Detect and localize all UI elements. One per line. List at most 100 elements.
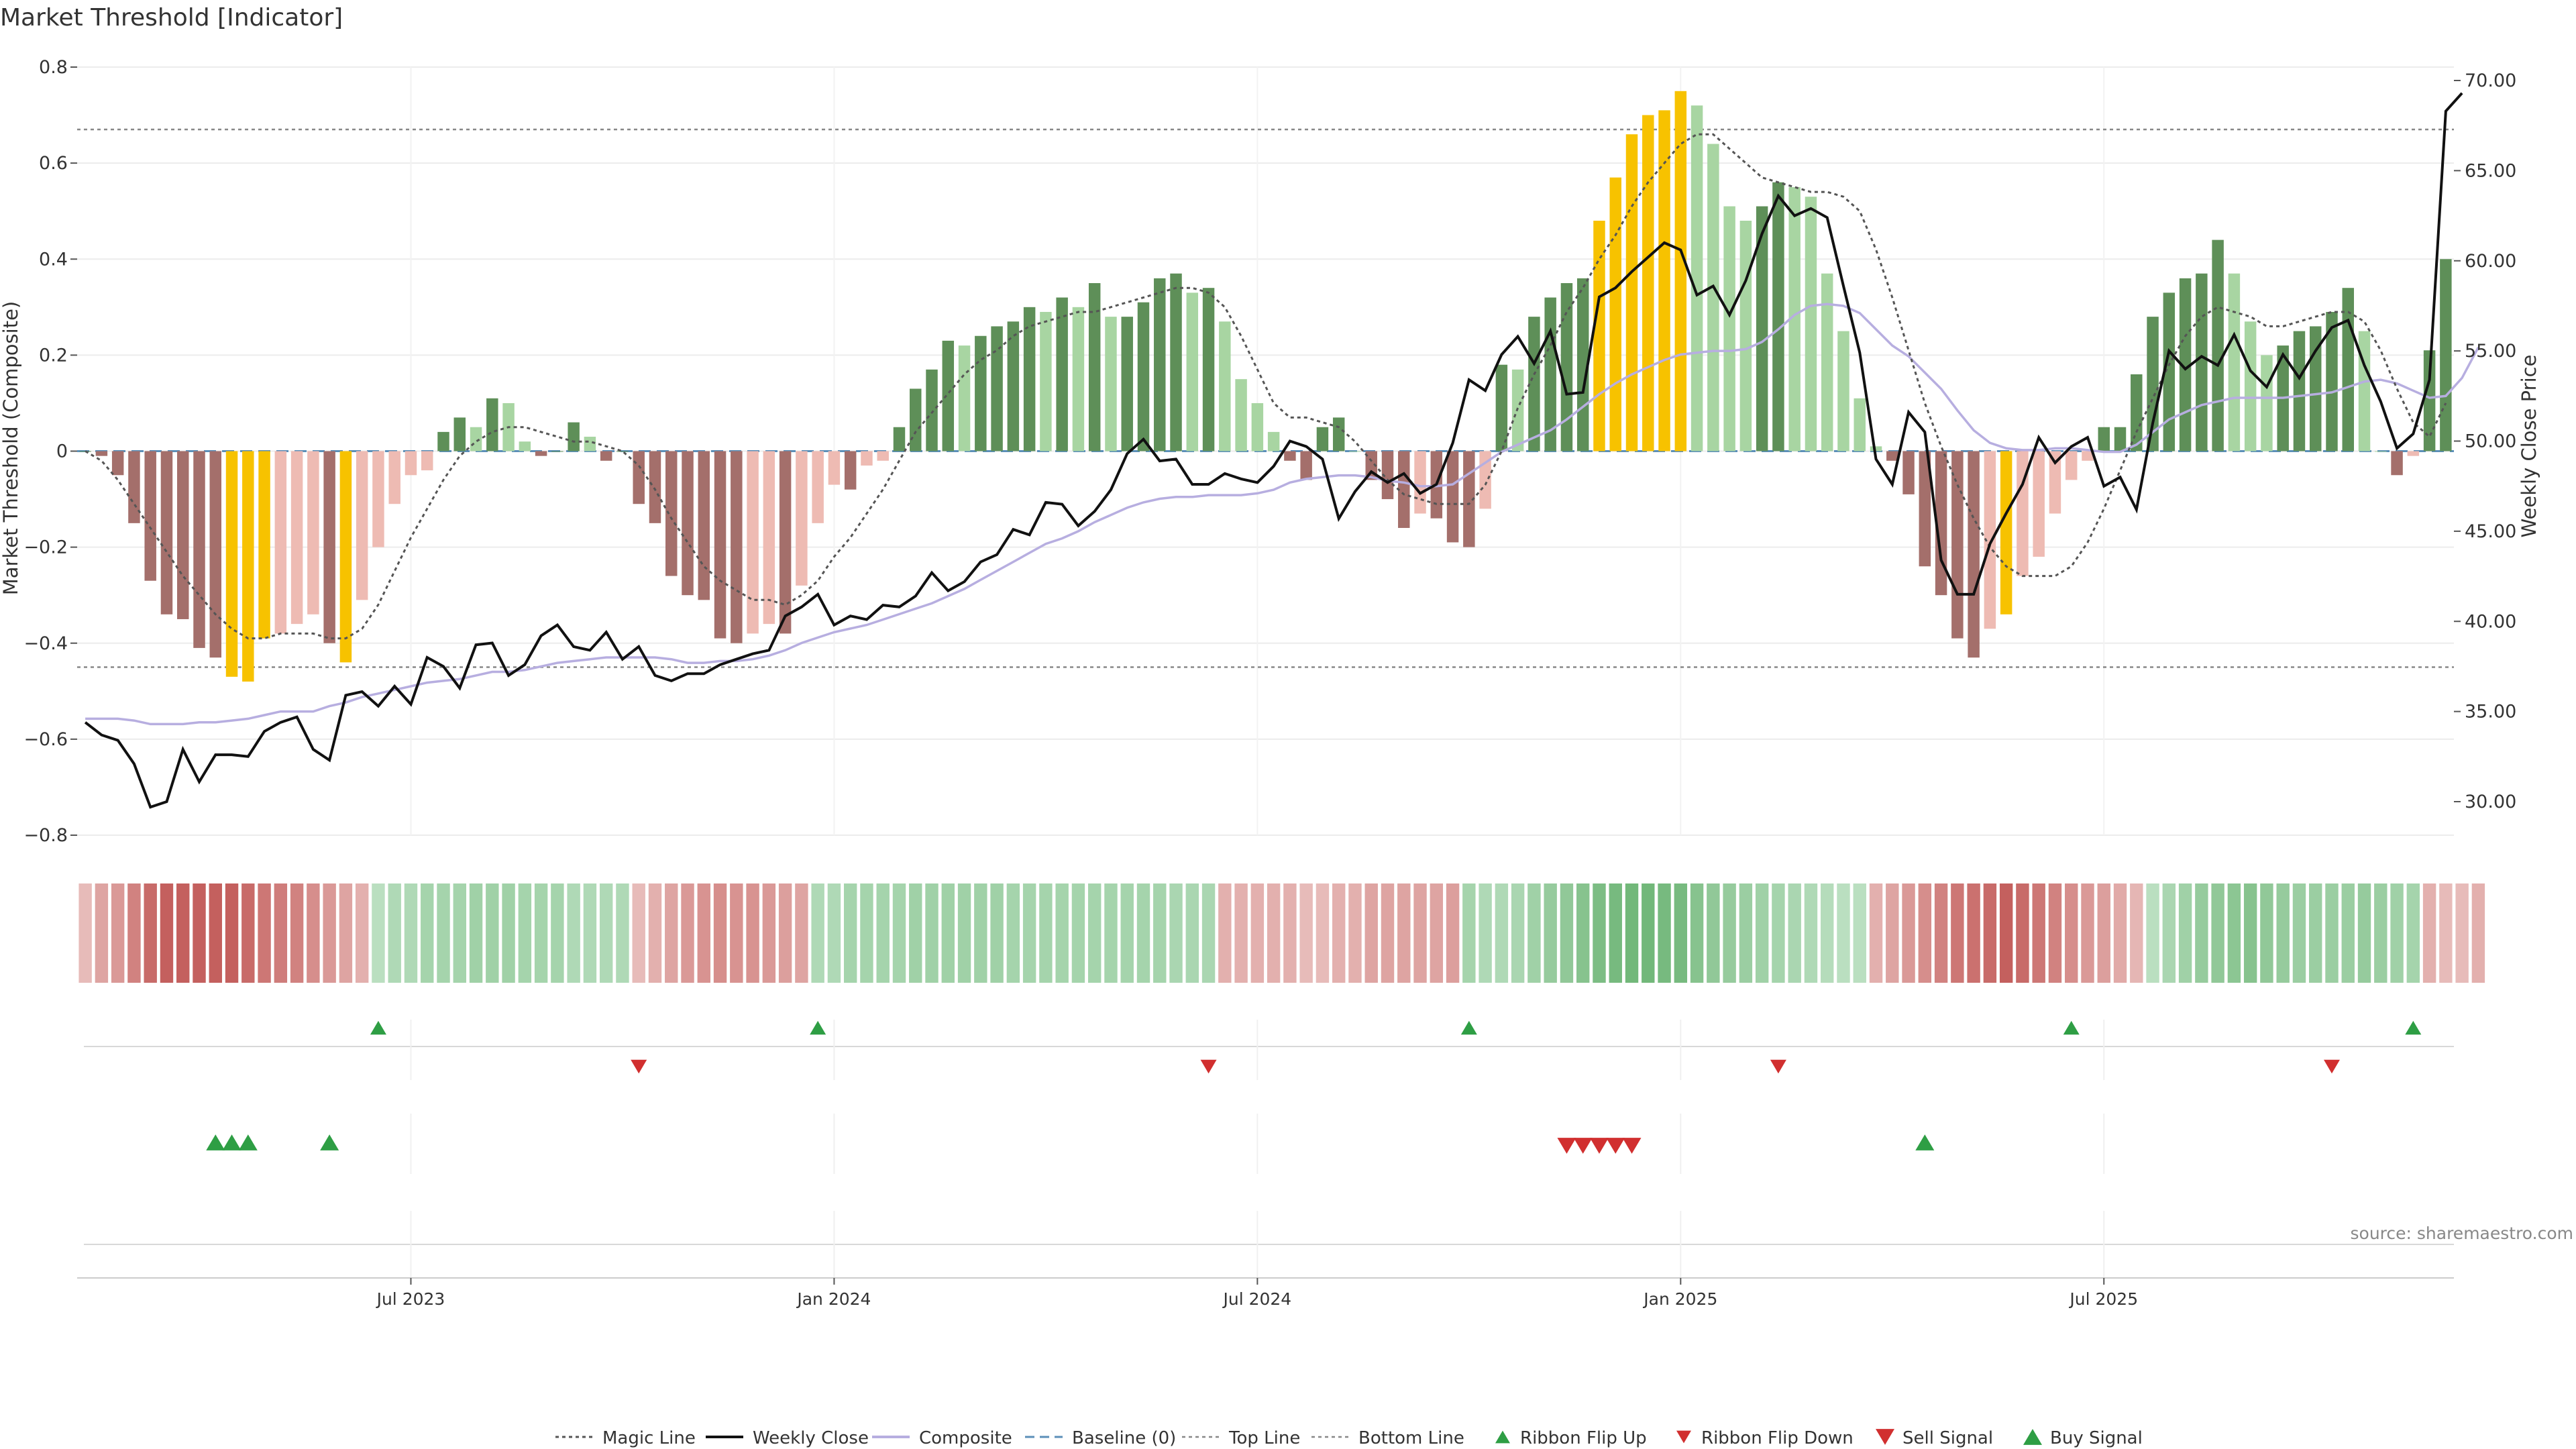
composite-bar bbox=[1088, 283, 1101, 451]
composite-bar bbox=[1690, 105, 1703, 451]
composite-bar bbox=[731, 451, 743, 643]
composite-bar bbox=[1935, 451, 1947, 596]
left-axis: 0.8 0.6 0.4 0.2 0 −0.2 −0.4 −0.6 −0.8 bbox=[23, 57, 77, 846]
ribbon-cell bbox=[746, 883, 759, 983]
ribbon-cell bbox=[307, 883, 320, 983]
ribbon-cell bbox=[1234, 883, 1248, 983]
composite-bar bbox=[486, 398, 498, 451]
composite-bar bbox=[1170, 273, 1182, 451]
ribbon-cell bbox=[1136, 883, 1150, 983]
composite-bar bbox=[763, 451, 775, 625]
ribbon-cell bbox=[111, 883, 125, 983]
ribbon-cell bbox=[1430, 883, 1444, 983]
composite-bar bbox=[2293, 331, 2306, 451]
composite-bar bbox=[1674, 91, 1687, 451]
ribbon-cell bbox=[2227, 883, 2241, 983]
composite-bar bbox=[437, 431, 449, 451]
legend-label: Ribbon Flip Down bbox=[1701, 1428, 1854, 1448]
ribbon-cell bbox=[176, 883, 190, 983]
left-tick-label: 0 bbox=[56, 441, 68, 462]
right-tick-label: 30.00 bbox=[2465, 792, 2516, 812]
legend-label: Composite bbox=[919, 1428, 1012, 1448]
composite-bar bbox=[1284, 451, 1296, 461]
ribbon-flip-up-marker bbox=[810, 1020, 826, 1035]
composite-bar bbox=[861, 451, 873, 466]
ribbon-cell bbox=[1869, 883, 1883, 983]
composite-bar bbox=[633, 451, 645, 504]
composite-bar bbox=[2049, 451, 2061, 514]
ribbon-cell bbox=[909, 883, 922, 983]
ribbon-cell bbox=[290, 883, 304, 983]
composite-bar bbox=[1968, 451, 1980, 658]
composite-bar bbox=[177, 451, 189, 619]
ribbon-cell bbox=[339, 883, 353, 983]
right-tick-label: 55.00 bbox=[2465, 341, 2516, 362]
ribbon-cell bbox=[665, 883, 678, 983]
ribbon-cell bbox=[2162, 883, 2176, 983]
composite-bar bbox=[1040, 311, 1052, 451]
composite-bar bbox=[225, 451, 238, 677]
composite-bar bbox=[1381, 451, 1394, 500]
legend-swatch bbox=[1676, 1430, 1691, 1444]
left-tick-label: −0.6 bbox=[23, 729, 68, 750]
grid-layer bbox=[77, 66, 2454, 1278]
ribbon-cell bbox=[1934, 883, 1948, 983]
left-tick-label: 0.8 bbox=[39, 57, 68, 78]
composite-bar bbox=[1105, 317, 1117, 451]
sell-signal-marker bbox=[1606, 1138, 1625, 1154]
composite-bar bbox=[2407, 451, 2420, 456]
composite-bar bbox=[1642, 115, 1654, 451]
ribbon-cell bbox=[1299, 883, 1313, 983]
composite-bar bbox=[1332, 417, 1345, 451]
ribbon-flip-up-marker bbox=[1460, 1020, 1477, 1035]
composite-bar bbox=[551, 451, 564, 452]
buy-signal-marker bbox=[320, 1134, 339, 1150]
ribbon-cell bbox=[2309, 883, 2322, 983]
composite-bar bbox=[1658, 110, 1670, 451]
composite-bar bbox=[1772, 182, 1784, 451]
x-tick-label: Jul 2023 bbox=[376, 1289, 445, 1309]
source-credit: source: sharemaestro.com bbox=[2351, 1224, 2574, 1243]
ribbon-cell bbox=[372, 883, 385, 983]
composite-bar bbox=[1495, 364, 1508, 451]
ribbon-cell bbox=[1201, 883, 1216, 983]
composite-bar bbox=[453, 417, 466, 451]
ribbon-cell bbox=[1853, 883, 1866, 983]
legend-label: Baseline (0) bbox=[1072, 1428, 1176, 1448]
composite-bars bbox=[79, 91, 2452, 682]
composite-bar bbox=[1186, 292, 1199, 451]
composite-bar bbox=[1137, 302, 1150, 451]
ribbon-flip-down-marker bbox=[1770, 1059, 1786, 1074]
ribbon-cell bbox=[876, 883, 890, 983]
ribbon-cell bbox=[2325, 883, 2339, 983]
composite-bar bbox=[1739, 221, 1752, 451]
right-axis: 70.00 65.00 60.00 55.00 50.00 45.00 40.00 35.00… bbox=[2454, 70, 2516, 812]
signal-markers bbox=[206, 1134, 1935, 1154]
composite-bar bbox=[1251, 402, 1264, 451]
ribbon-cell bbox=[323, 883, 336, 983]
sell-signal-marker bbox=[1622, 1138, 1642, 1154]
ribbon-cell bbox=[1902, 883, 1915, 983]
ribbon-cell bbox=[1413, 883, 1427, 983]
composite-bar bbox=[747, 451, 759, 634]
legend: Magic Line Weekly Close Composite Baseline … bbox=[555, 1428, 2143, 1448]
ribbon-cell bbox=[2211, 883, 2224, 983]
composite-bar bbox=[1886, 451, 1898, 461]
composite-bar bbox=[1625, 134, 1638, 451]
composite-bar bbox=[405, 451, 417, 476]
ribbon-flip-up-marker bbox=[370, 1020, 386, 1035]
composite-bar bbox=[1023, 307, 1036, 451]
composite-bar bbox=[2033, 451, 2045, 557]
composite-bar bbox=[2423, 350, 2436, 451]
ribbon-cell bbox=[1169, 883, 1183, 983]
composite-bar bbox=[1398, 451, 1410, 528]
composite-bar bbox=[274, 451, 287, 634]
ribbon-cell bbox=[1283, 883, 1297, 983]
composite-bar bbox=[812, 451, 824, 523]
ribbon-cell bbox=[2422, 883, 2436, 983]
ribbon-cell bbox=[127, 883, 141, 983]
composite-bar bbox=[290, 451, 303, 625]
ribbon-cell bbox=[78, 883, 92, 983]
ribbon-cell bbox=[843, 883, 857, 983]
ribbon-cell bbox=[1609, 883, 1622, 983]
